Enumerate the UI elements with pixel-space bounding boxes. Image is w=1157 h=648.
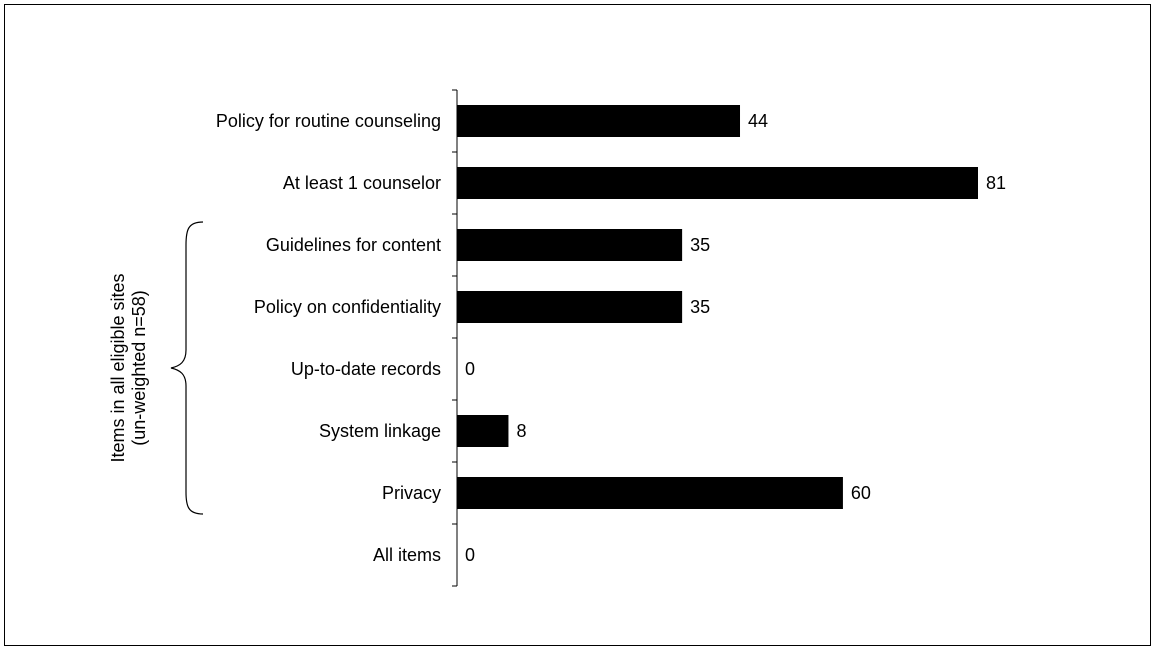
category-label: At least 1 counselor — [283, 173, 441, 193]
data-label: 0 — [465, 359, 475, 379]
bar — [457, 477, 843, 509]
category-label: Guidelines for content — [266, 235, 441, 255]
group-label-line2: (un-weighted n=58) — [129, 290, 149, 446]
data-label: 35 — [690, 297, 710, 317]
category-label: Privacy — [382, 483, 441, 503]
data-label: 8 — [516, 421, 526, 441]
category-label: Policy for routine counseling — [216, 111, 441, 131]
category-label: System linkage — [319, 421, 441, 441]
bar — [457, 229, 683, 261]
category-label: All items — [373, 545, 441, 565]
bar — [457, 105, 741, 137]
bar — [457, 291, 683, 323]
category-label: Up-to-date records — [291, 359, 441, 379]
data-label: 44 — [748, 111, 768, 131]
category-label: Policy on confidentiality — [254, 297, 441, 317]
group-brace — [170, 221, 204, 515]
data-label: 35 — [690, 235, 710, 255]
bar — [457, 415, 509, 447]
bar — [457, 167, 978, 199]
data-label: 81 — [986, 173, 1006, 193]
group-label-line1: Items in all eligible sites — [108, 273, 128, 462]
data-label: 60 — [851, 483, 871, 503]
data-label: 0 — [465, 545, 475, 565]
